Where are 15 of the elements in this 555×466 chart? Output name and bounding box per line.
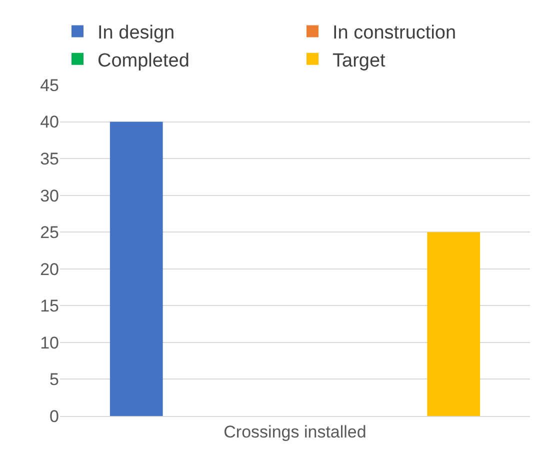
legend-label: Completed [98,50,190,72]
y-tick-label: 30 [40,186,59,206]
legend-label: In construction [332,22,456,44]
y-tick-label: 15 [40,296,59,316]
x-tick-label: Crossings installed [224,422,366,442]
y-tick-label: 45 [40,76,59,95]
y-tick-label: 35 [40,150,59,169]
y-tick-label: 25 [40,223,59,242]
y-tick-label: 10 [40,333,59,352]
y-tick-label: 5 [50,370,59,390]
legend-label: In design [98,22,175,44]
y-tick-label: 40 [40,112,59,132]
y-tick-label: 0 [50,406,59,426]
legend-label: Target [332,50,386,72]
y-tick-label: 20 [40,260,59,279]
